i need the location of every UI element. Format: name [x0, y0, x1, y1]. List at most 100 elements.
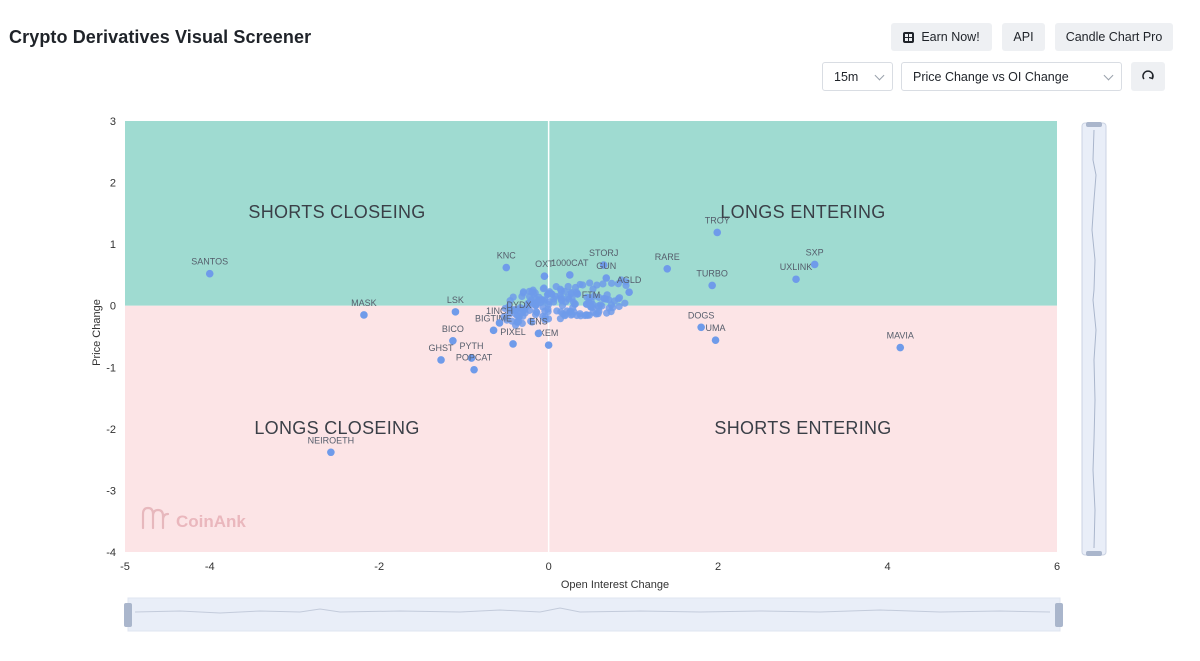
- x-slider-track[interactable]: [127, 597, 1061, 632]
- y-tick-label: 3: [110, 116, 116, 128]
- quadrant-label-longs-closing: LONGS CLOSEING: [254, 418, 419, 438]
- cluster-point[interactable]: [564, 293, 572, 301]
- cluster-point[interactable]: [528, 288, 536, 296]
- cluster-point[interactable]: [506, 297, 514, 305]
- y-slider-preview: [1091, 129, 1097, 549]
- point-label: MASK: [351, 298, 377, 308]
- x-slider-handle-left[interactable]: [124, 603, 132, 627]
- metric-select[interactable]: Price Change vs OI Change: [901, 62, 1122, 91]
- cluster-point[interactable]: [533, 308, 541, 317]
- scatter-point[interactable]: [509, 340, 517, 348]
- quadrant-label-longs-entering: LONGS ENTERING: [720, 202, 885, 222]
- cluster-point[interactable]: [516, 303, 524, 312]
- scatter-point[interactable]: [896, 343, 905, 352]
- cluster-point[interactable]: [621, 299, 629, 307]
- scatter-point[interactable]: [451, 308, 460, 316]
- scatter-point[interactable]: [470, 365, 478, 374]
- x-range-slider[interactable]: [124, 597, 1063, 632]
- y-slider-handle-top[interactable]: [1086, 122, 1102, 127]
- cluster-point[interactable]: [595, 303, 603, 312]
- scatter-point[interactable]: [515, 312, 523, 321]
- scatter-point[interactable]: [708, 281, 716, 290]
- cluster-point[interactable]: [518, 319, 526, 328]
- scatter-point[interactable]: [810, 260, 819, 269]
- cluster-point[interactable]: [622, 281, 630, 290]
- cluster-point[interactable]: [539, 285, 548, 293]
- scatter-point[interactable]: [360, 311, 368, 319]
- cluster-point[interactable]: [586, 279, 594, 287]
- x-slider-handle-right[interactable]: [1055, 603, 1063, 627]
- scatter-point[interactable]: [205, 269, 214, 278]
- scatter-point[interactable]: [566, 271, 574, 279]
- scatter-point[interactable]: [449, 337, 457, 345]
- cluster-point[interactable]: [603, 309, 611, 317]
- cluster-point[interactable]: [525, 306, 534, 314]
- cluster-point[interactable]: [577, 312, 585, 320]
- point-label: PIXEL: [500, 327, 526, 337]
- cluster-point[interactable]: [561, 312, 569, 320]
- point-label: RARE: [655, 252, 680, 262]
- scatter-point[interactable]: [713, 228, 722, 237]
- cluster-point[interactable]: [608, 279, 616, 287]
- cluster-point[interactable]: [573, 290, 581, 298]
- cluster-point[interactable]: [615, 302, 623, 311]
- cluster-point[interactable]: [571, 300, 579, 308]
- cluster-point[interactable]: [541, 296, 549, 304]
- cluster-point[interactable]: [558, 297, 566, 305]
- cluster-point[interactable]: [547, 290, 555, 298]
- cluster-point[interactable]: [600, 294, 608, 303]
- cluster-point[interactable]: [610, 297, 619, 305]
- scatter-point[interactable]: [489, 326, 498, 335]
- scatter-point[interactable]: [544, 341, 553, 349]
- scatter-point[interactable]: [587, 303, 595, 311]
- scatter-point[interactable]: [540, 272, 549, 280]
- quadrant-label-shorts-entering: SHORTS ENTERING: [714, 418, 891, 438]
- cluster-point[interactable]: [552, 283, 560, 291]
- cluster-point[interactable]: [594, 310, 602, 318]
- scatter-point[interactable]: [711, 336, 720, 344]
- cluster-point[interactable]: [506, 305, 515, 313]
- earn-now-label: Earn Now!: [921, 30, 980, 44]
- scatter-point[interactable]: [495, 319, 504, 327]
- point-label: DYDX: [506, 300, 531, 310]
- candle-chart-pro-button[interactable]: Candle Chart Pro: [1055, 23, 1173, 51]
- scatter-point[interactable]: [467, 354, 476, 362]
- cluster-point[interactable]: [519, 289, 527, 297]
- scatter-point[interactable]: [792, 275, 800, 284]
- point-label: GUN: [596, 261, 616, 271]
- scatter-point[interactable]: [534, 329, 543, 338]
- scatter-point[interactable]: [697, 323, 705, 332]
- scatter-point[interactable]: [663, 264, 672, 273]
- point-label: KNC: [497, 251, 517, 261]
- scatter-point[interactable]: [327, 448, 335, 457]
- cluster-point[interactable]: [526, 298, 534, 306]
- scatter-point[interactable]: [599, 261, 608, 269]
- point-label: GHST: [429, 343, 455, 353]
- cluster-point[interactable]: [584, 311, 592, 319]
- scatter-point[interactable]: [437, 356, 445, 364]
- y-slider-handle-bottom[interactable]: [1086, 551, 1102, 556]
- scatter-point[interactable]: [625, 288, 633, 296]
- scatter-point[interactable]: [502, 263, 511, 272]
- api-button[interactable]: API: [1002, 23, 1045, 51]
- watermark-text: CoinAnk: [176, 512, 246, 531]
- cluster-point[interactable]: [579, 281, 587, 289]
- scatter-point[interactable]: [602, 274, 611, 282]
- cluster-point[interactable]: [564, 282, 572, 291]
- cluster-point[interactable]: [500, 313, 508, 321]
- cluster-point[interactable]: [599, 280, 607, 288]
- cluster-point[interactable]: [528, 318, 536, 326]
- y-range-slider[interactable]: [1081, 122, 1107, 556]
- refresh-button[interactable]: [1131, 62, 1165, 91]
- cluster-point[interactable]: [568, 310, 576, 318]
- cluster-point[interactable]: [589, 285, 597, 293]
- earn-now-button[interactable]: Earn Now!: [891, 23, 992, 51]
- metric-value: Price Change vs OI Change: [913, 69, 1069, 84]
- point-label: SANTOS: [191, 257, 228, 267]
- cluster-point[interactable]: [609, 304, 617, 312]
- cluster-point[interactable]: [534, 298, 542, 306]
- cluster-point[interactable]: [544, 315, 553, 323]
- cluster-point[interactable]: [617, 276, 625, 284]
- interval-select[interactable]: 15m: [822, 62, 893, 91]
